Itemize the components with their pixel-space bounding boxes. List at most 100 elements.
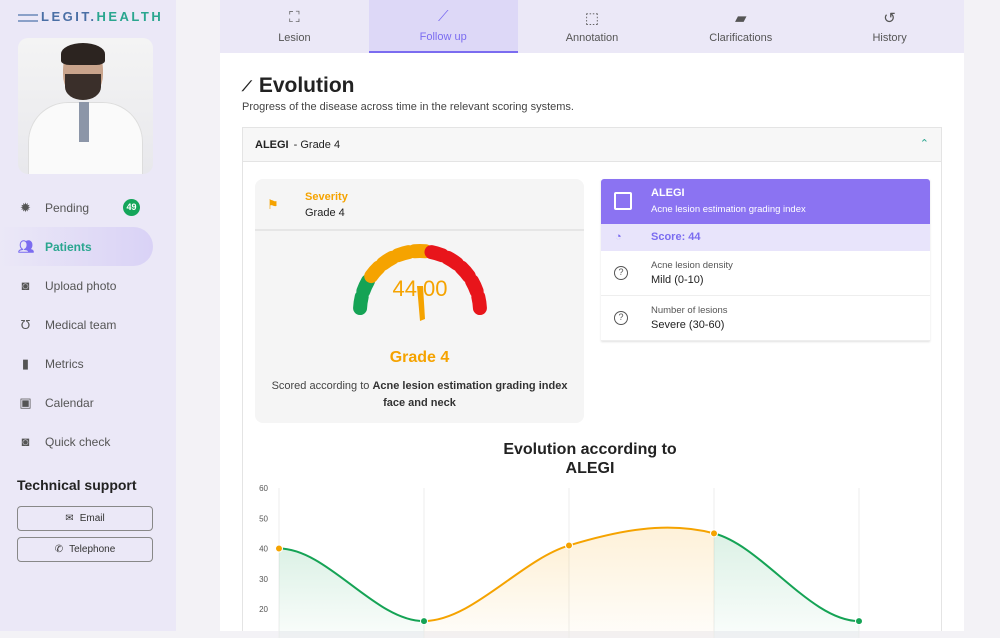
sidebar-item-label: Quick check [45, 435, 110, 449]
pending-icon: ✹ [18, 200, 33, 215]
flag-icon: ⚑ [267, 197, 279, 213]
gauge-segment [462, 268, 469, 276]
severity-card: ⚑ Severity Grade 4 44.00 Grade 4 Scored … [255, 179, 584, 423]
checklist-icon [614, 192, 632, 210]
criterion-row: ? Number of lesions Severe (30-60) [601, 296, 930, 341]
y-tick-label: 60 [259, 484, 268, 493]
tab-label: Clarifications [709, 32, 772, 44]
sidebar-item-calendar[interactable]: ▣Calendar [0, 383, 176, 422]
page-title-text: Evolution [259, 74, 355, 98]
stethoscope-icon: Ʊ [18, 317, 33, 332]
logo-mark-icon [18, 14, 38, 22]
gauge-segment [360, 297, 362, 308]
trend-icon: ⟋ [242, 78, 252, 95]
tab-history[interactable]: ↺History [815, 0, 964, 53]
tab-annotation[interactable]: ⬚Annotation [518, 0, 667, 53]
data-point[interactable] [856, 618, 863, 625]
email-button[interactable]: ✉ Email [17, 506, 153, 531]
sidebar-item-metrics[interactable]: ▮ Metrics [0, 344, 176, 383]
gauge-segment [363, 281, 368, 291]
accordion-name: ALEGI [255, 139, 289, 151]
right-background [964, 0, 1000, 631]
annotation-icon: ⬚ [585, 9, 599, 27]
data-point[interactable] [276, 545, 283, 552]
data-point[interactable] [711, 530, 718, 537]
sidebar-item-label: Metrics [45, 357, 84, 371]
y-tick-label: 30 [259, 575, 268, 584]
sidebar: LEGIT.HEALTH ✹ Pending 49 👥︎Patients ◙ Uplo… [0, 0, 176, 631]
gauge-segment [472, 281, 477, 291]
pending-count-badge: 49 [123, 199, 140, 216]
chat-icon: ▰ [735, 9, 747, 27]
page-title: ⟋ Evolution [242, 74, 354, 98]
tab-clarifications[interactable]: ▰ Clarifications [666, 0, 815, 53]
camera-plus-icon: ◙ [18, 278, 33, 293]
y-tick-label: 50 [259, 514, 268, 523]
criterion-label: Number of lesions [651, 305, 728, 316]
accordion-grade: - Grade 4 [294, 139, 340, 151]
tab-label: History [872, 32, 906, 44]
sidebar-item-label: Pending [45, 201, 89, 215]
gauge-segment [478, 297, 480, 308]
gauge-segment [383, 258, 392, 264]
follow-up-icon: ⟋ [438, 8, 449, 26]
sidebar-item-patients[interactable]: 👥︎Patients [0, 227, 153, 266]
area-segment [714, 533, 859, 638]
technical-support-heading: Technical support [17, 477, 137, 493]
chevron-up-icon[interactable]: ⌃ [920, 137, 929, 150]
chart-title-line2: ALEGI [465, 459, 715, 478]
area-segment [569, 528, 714, 638]
sidebar-item-upload-photo[interactable]: ◙ Upload photo [0, 266, 176, 305]
severity-value: Grade 4 [305, 207, 345, 219]
gauge-segment [398, 252, 409, 255]
scoring-system-name: Acne lesion estimation grading index fac… [372, 380, 567, 409]
evolution-chart: 60 50 40 30 20 [243, 478, 943, 638]
data-point[interactable] [421, 618, 428, 625]
accordion-header[interactable]: ALEGI - Grade 4 ⌃ [243, 128, 941, 162]
tab-lesion[interactable]: ⛶Lesion [220, 0, 369, 53]
data-point[interactable] [566, 542, 573, 549]
email-label: Email [80, 513, 105, 524]
logo[interactable]: LEGIT.HEALTH [18, 9, 163, 24]
y-tick-label: 40 [259, 545, 268, 554]
chart-title-line1: Evolution according to [465, 440, 715, 459]
alegi-accordion: ALEGI - Grade 4 ⌃ ⚑ Severity Grade 4 44.00… [242, 127, 942, 631]
info-subtitle: Acne lesion estimation grading index [651, 204, 806, 215]
severity-gauge: 44.00 [335, 239, 505, 339]
gauge-segment [431, 252, 442, 255]
mail-icon: ✉ [65, 513, 73, 524]
score-row: ◔Score: 44 [601, 224, 930, 251]
tab-bar: ⛶Lesion ⟋ Follow up ⬚Annotation ▰ Clarific… [220, 0, 964, 53]
telephone-button[interactable]: ✆Telephone [17, 537, 153, 562]
sidebar-item-pending[interactable]: ✹ Pending 49 [0, 188, 176, 227]
doctor-avatar [18, 38, 153, 174]
area-segment [279, 549, 424, 638]
sidebar-nav: ✹ Pending 49 👥︎Patients ◙ Upload photo Ʊ Med… [0, 188, 176, 461]
calendar-icon: ▣ [18, 395, 33, 410]
quick-camera-icon: ◙ [18, 434, 33, 449]
logo-text: LEGIT. [41, 9, 96, 24]
criterion-value: Severe (30-60) [651, 319, 724, 331]
sidebar-item-label: Medical team [45, 318, 116, 332]
bar-chart-icon: ▮ [18, 356, 33, 371]
scored-prefix: Scored according to [272, 380, 373, 392]
lesion-icon: ⛶ [289, 9, 300, 27]
sidebar-item-medical-team[interactable]: Ʊ Medical team [0, 305, 176, 344]
score-value: Score: 44 [651, 231, 701, 243]
help-icon[interactable]: ? [614, 311, 628, 325]
sidebar-item-label: Upload photo [45, 279, 116, 293]
help-icon[interactable]: ? [614, 266, 628, 280]
page-subtitle: Progress of the disease across time in t… [242, 101, 574, 113]
area-segment [424, 545, 569, 638]
grade-label: Grade 4 [255, 349, 584, 367]
sidebar-item-quick-check[interactable]: ◙ Quick check [0, 422, 176, 461]
logo-text-health: HEALTH [96, 9, 163, 24]
tab-follow-up[interactable]: ⟋ Follow up [369, 0, 518, 53]
telephone-label: Telephone [69, 544, 115, 555]
scored-according-text: Scored according to Acne lesion estimati… [255, 378, 584, 412]
y-tick-label: 20 [259, 605, 268, 614]
severity-label: Severity [305, 191, 348, 203]
tab-label: Follow up [420, 31, 467, 43]
